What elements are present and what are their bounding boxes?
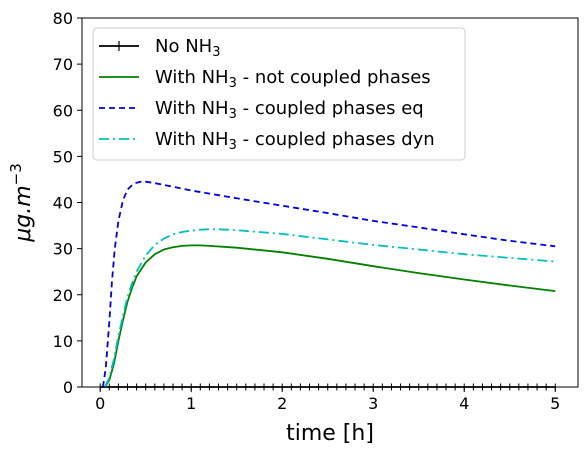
y-tick-label-4: 40 xyxy=(53,194,73,213)
legend-label-3: With NH3 - coupled phases dyn xyxy=(155,129,435,153)
y-tick-label-6: 60 xyxy=(53,101,73,120)
legend-item-3: With NH3 - coupled phases dyn xyxy=(99,129,435,153)
series-line-1 xyxy=(104,244,556,388)
x-axis: 0 1 2 3 4 5 xyxy=(95,387,560,413)
y-axis-label-base: μg.m xyxy=(11,185,36,242)
legend-label-rest-1: - not coupled phases xyxy=(237,67,431,88)
legend-box xyxy=(92,27,466,161)
y-tick-label-3: 30 xyxy=(53,240,73,259)
legend-label-main-3: With NH xyxy=(155,129,229,150)
legend-item-0: No NH3 xyxy=(99,36,220,60)
series-line-3 xyxy=(103,228,556,388)
legend-label-subscript-1: 3 xyxy=(229,76,237,91)
legend-label-main-1: With NH xyxy=(155,67,229,88)
y-tick-label-2: 20 xyxy=(53,286,73,305)
x-tick-label-1: 1 xyxy=(186,394,196,413)
x-tick-label-4: 4 xyxy=(459,394,469,413)
legend-label-0: No NH3 xyxy=(155,36,220,60)
legend-label-main-2: With NH xyxy=(155,98,229,119)
y-tick-label-7: 70 xyxy=(53,55,73,74)
x-axis-label: time [h] xyxy=(286,421,374,446)
y-axis-label: μg.m−3 xyxy=(7,163,36,243)
y-tick-label-0: 0 xyxy=(63,378,73,397)
legend-label-subscript-3: 3 xyxy=(229,138,237,153)
y-tick-label-1: 10 xyxy=(53,332,73,351)
series-line-2 xyxy=(102,180,556,388)
x-tick-label-5: 5 xyxy=(550,394,560,413)
x-tick-label-3: 3 xyxy=(368,394,378,413)
x-tick-label-0: 0 xyxy=(95,394,105,413)
legend-item-1: With NH3 - not coupled phases xyxy=(99,67,431,91)
legend-item-2: With NH3 - coupled phases eq xyxy=(99,98,424,122)
y-tick-label-8: 80 xyxy=(53,9,73,28)
legend-label-1: With NH3 - not coupled phases xyxy=(155,67,431,91)
legend-label-subscript-0: 3 xyxy=(212,45,220,60)
y-axis-label-exponent: −3 xyxy=(7,163,25,185)
legend-label-rest-2: - coupled phases eq xyxy=(237,98,424,119)
legend-label-subscript-2: 3 xyxy=(229,107,237,122)
x-tick-label-2: 2 xyxy=(277,394,287,413)
legend-label-2: With NH3 - coupled phases eq xyxy=(155,98,424,122)
legend-label-rest-3: - coupled phases dyn xyxy=(237,129,435,150)
y-tick-label-5: 50 xyxy=(53,147,73,166)
y-axis: 0 10 20 30 40 50 60 70 80 xyxy=(53,9,82,397)
plot-series xyxy=(99,180,556,391)
legend-label-main-0: No NH xyxy=(155,36,212,57)
